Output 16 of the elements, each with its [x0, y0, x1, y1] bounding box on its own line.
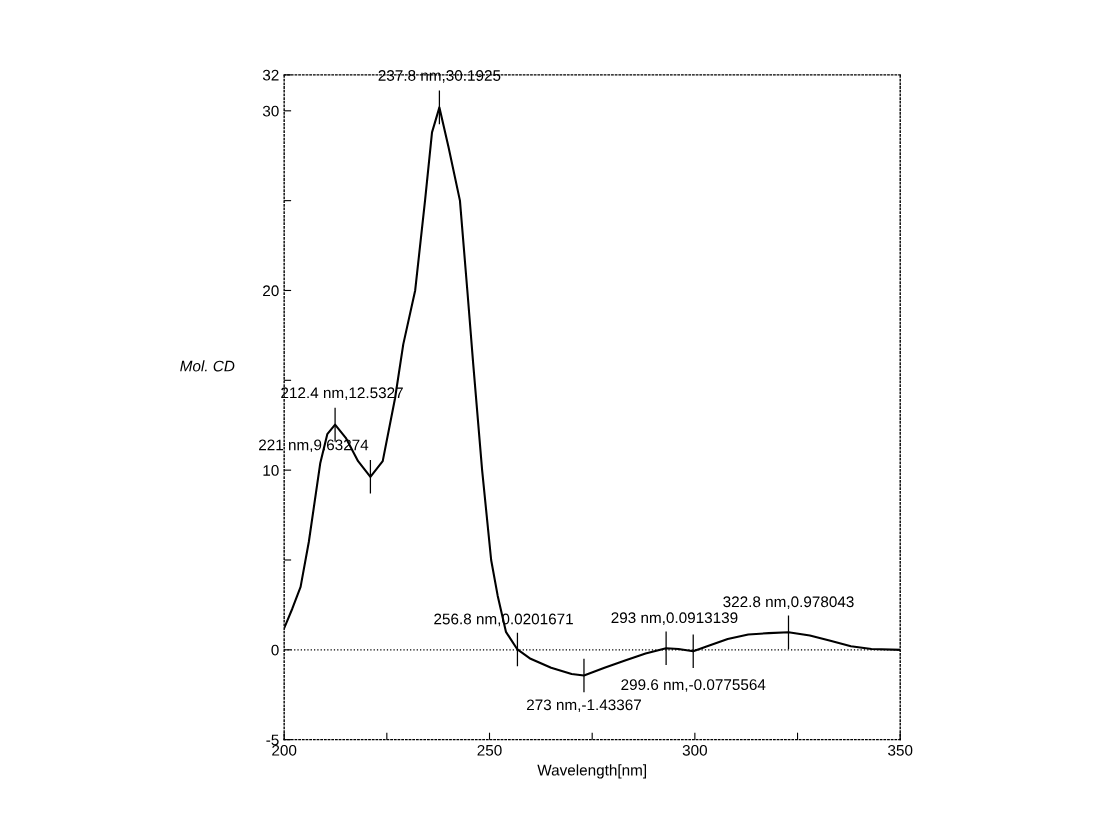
y-tick-label: 20 [263, 285, 279, 297]
y-tick-label: 30 [262, 105, 279, 117]
annotation: 293 nm,0.0913139 [611, 612, 738, 625]
y-tick-label: -5 [266, 734, 279, 746]
x-tick-label: 250 [477, 744, 502, 756]
y-tick-label: 10 [263, 465, 279, 476]
y-tick-label: 0 [271, 644, 279, 656]
annotation: 322.8 nm,0.978043 [723, 596, 854, 609]
x-tick-label: 200 [272, 744, 297, 756]
x-tick-label: 300 [682, 744, 708, 756]
y-axis-title: Mol. CD [180, 360, 235, 372]
annotation: 273 nm,-1.43367 [526, 699, 641, 713]
x-tick-label: 350 [888, 744, 913, 756]
y-tick-label: 32 [262, 69, 279, 81]
x-axis-title: Wavelength[nm] [537, 764, 647, 779]
annotation: 299.6 nm,-0.0775564 [621, 679, 766, 692]
